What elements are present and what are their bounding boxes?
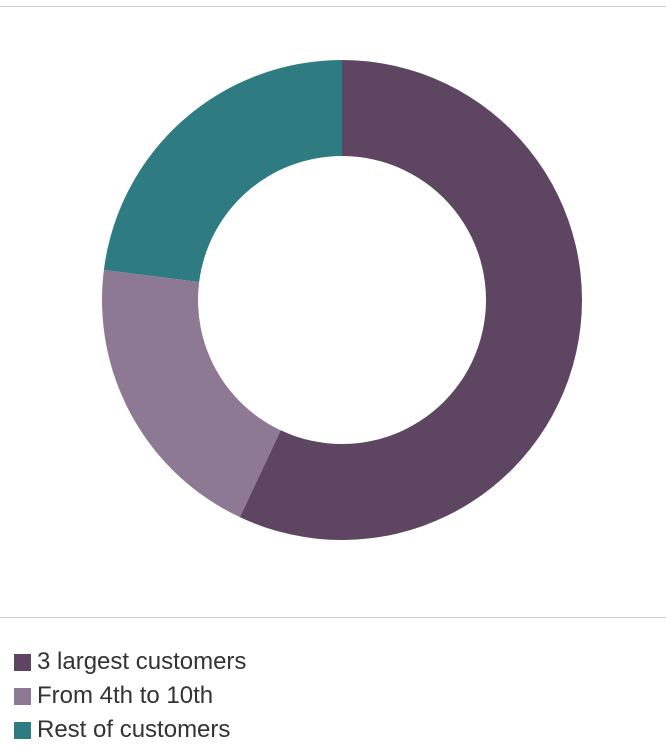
- legend-label: 3 largest customers: [37, 648, 247, 675]
- legend-label: From 4th to 10th: [37, 682, 214, 709]
- legend-item-4th-to-10th: From 4th to 10th: [14, 679, 246, 713]
- legend-swatch: [14, 687, 31, 705]
- donut-slice-1: [239, 60, 582, 540]
- donut-chart: [101, 60, 582, 540]
- legend-label: Rest of customers: [37, 716, 231, 743]
- chart-legend: 3 largest customers From 4th to 10th Res…: [14, 645, 246, 747]
- donut-slice-2: [101, 269, 281, 518]
- legend-item-rest: Rest of customers: [14, 713, 246, 747]
- top-divider: [0, 6, 666, 7]
- donut-slice-3: [103, 60, 342, 282]
- legend-item-3-largest: 3 largest customers: [14, 645, 246, 679]
- legend-divider: [0, 617, 666, 618]
- legend-swatch: [14, 653, 31, 671]
- legend-swatch: [14, 721, 31, 739]
